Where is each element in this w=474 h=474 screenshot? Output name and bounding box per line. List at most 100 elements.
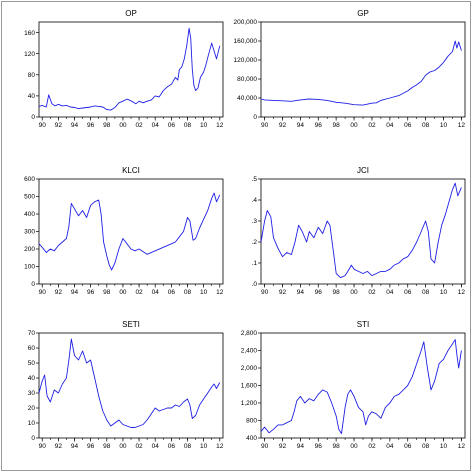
x-tick-label-seti: 06	[168, 443, 176, 450]
y-tick-label-jci: .1	[252, 260, 258, 267]
chart-title-op: OP	[125, 9, 137, 18]
y-tick-label-op: 160	[24, 30, 35, 37]
y-tick-label-seti: 30	[28, 390, 36, 397]
y-tick-label-klci: 300	[24, 229, 35, 236]
x-tick-label-sti: 12	[458, 443, 466, 450]
x-tick-label-op: 10	[200, 122, 208, 129]
x-tick-label-op: 02	[135, 122, 143, 129]
y-tick-label-op: 40	[28, 93, 36, 100]
y-tick-label-gp: 120,000	[234, 57, 258, 64]
y-tick-label-op: 80	[28, 72, 36, 79]
series-line-gp	[260, 40, 462, 106]
series-line-seti	[38, 338, 221, 428]
y-tick-label-klci: 0	[31, 281, 35, 288]
x-tick-label-sti: 90	[261, 443, 269, 450]
y-tick-label-klci: 100	[24, 264, 35, 271]
x-tick-label-sti: 02	[368, 443, 376, 450]
x-tick-label-op: 94	[71, 122, 79, 129]
x-tick-label-gp: 02	[368, 122, 376, 129]
series-line-sti	[260, 339, 462, 435]
x-tick-label-jci: 92	[279, 289, 287, 296]
x-tick-label-jci: 94	[297, 289, 305, 296]
x-tick-label-op: 90	[39, 122, 47, 129]
x-tick-label-seti: 94	[71, 443, 79, 450]
x-tick-label-gp: 00	[350, 122, 358, 129]
x-tick-label-sti: 92	[279, 443, 287, 450]
plot-frame-seti	[38, 332, 224, 439]
x-tick-label-sti: 96	[315, 443, 323, 450]
chart-title-jci: JCI	[357, 166, 369, 175]
series-line-op	[38, 27, 221, 111]
chart-title-klci: KLCI	[122, 166, 140, 175]
panel-gp: GP 0 40,000 80,000 120,000 160,000 200,000 90 92…	[234, 9, 466, 129]
y-tick-label-seti: 20	[28, 405, 36, 412]
x-tick-label-seti: 04	[152, 443, 160, 450]
x-tick-label-klci: 00	[119, 289, 127, 296]
y-tick-label-gp: 80,000	[237, 76, 257, 83]
x-tick-label-op: 00	[119, 122, 127, 129]
y-tick-label-jci: .3	[252, 218, 258, 225]
y-tick-label-klci: 600	[24, 176, 35, 183]
x-tick-label-seti: 98	[103, 443, 111, 450]
y-tick-label-seti: 40	[28, 375, 36, 382]
y-tick-label-sti: 400	[246, 435, 257, 442]
x-tick-label-klci: 06	[168, 289, 176, 296]
x-tick-label-jci: 08	[422, 289, 430, 296]
x-tick-label-klci: 98	[103, 289, 111, 296]
x-tick-label-seti: 10	[200, 443, 208, 450]
panel-klci: KLCI 0 100 200 300 400 500 600 90 92 94 96 98 00 02 04 0…	[24, 166, 224, 296]
x-tick-label-gp: 98	[333, 122, 341, 129]
x-tick-label-klci: 02	[135, 289, 143, 296]
x-tick-label-jci: 04	[386, 289, 394, 296]
x-tick-label-op: 96	[87, 122, 95, 129]
x-tick-label-seti: 00	[119, 443, 127, 450]
y-tick-label-jci: .2	[252, 239, 258, 246]
x-tick-label-seti: 02	[135, 443, 143, 450]
chart-title-sti: STI	[357, 320, 369, 329]
x-tick-label-gp: 06	[404, 122, 412, 129]
x-tick-label-jci: 96	[315, 289, 323, 296]
x-tick-label-op: 12	[216, 122, 224, 129]
plot-frame-klci	[38, 178, 224, 285]
chart-title-seti: SETI	[122, 320, 140, 329]
y-tick-label-jci: .5	[252, 176, 258, 183]
x-tick-label-sti: 00	[350, 443, 358, 450]
x-tick-label-jci: 00	[350, 289, 358, 296]
y-tick-label-seti: 60	[28, 345, 36, 352]
y-tick-label-klci: 400	[24, 211, 35, 218]
y-tick-label-op: 0	[31, 114, 35, 121]
y-tick-label-gp: 40,000	[237, 95, 257, 102]
x-tick-label-gp: 92	[279, 122, 287, 129]
y-tick-label-klci: 200	[24, 246, 35, 253]
y-tick-label-seti: 10	[28, 420, 36, 427]
x-tick-label-klci: 04	[152, 289, 160, 296]
x-tick-label-klci: 08	[184, 289, 192, 296]
x-tick-label-op: 98	[103, 122, 111, 129]
x-tick-label-klci: 10	[200, 289, 208, 296]
x-tick-label-jci: 02	[368, 289, 376, 296]
x-tick-label-gp: 94	[297, 122, 305, 129]
plot-frame-jci	[260, 178, 466, 285]
y-tick-label-seti: 0	[31, 435, 35, 442]
x-tick-label-jci: 12	[458, 289, 466, 296]
x-tick-label-seti: 90	[39, 443, 47, 450]
x-tick-label-sti: 04	[386, 443, 394, 450]
x-tick-label-gp: 90	[261, 122, 269, 129]
x-tick-label-gp: 08	[422, 122, 430, 129]
y-tick-label-jci: .0	[252, 281, 258, 288]
y-tick-label-seti: 70	[28, 330, 36, 337]
x-tick-label-sti: 10	[440, 443, 448, 450]
x-tick-label-sti: 06	[404, 443, 412, 450]
plot-frame-gp	[260, 21, 466, 118]
panel-seti: SETI 0 10 20 30 40 50 60 70 90 92 94 96 98 00 02 04 06 08 1…	[28, 320, 224, 450]
x-tick-label-gp: 04	[386, 122, 394, 129]
y-tick-label-gp: 200,000	[234, 19, 258, 26]
x-tick-label-klci: 92	[55, 289, 63, 296]
x-tick-label-gp: 10	[440, 122, 448, 129]
y-tick-label-sti: 800	[246, 418, 257, 425]
x-tick-label-op: 06	[168, 122, 176, 129]
y-tick-label-sti: 1,600	[241, 383, 258, 390]
x-tick-label-sti: 94	[297, 443, 305, 450]
x-tick-label-seti: 08	[184, 443, 192, 450]
